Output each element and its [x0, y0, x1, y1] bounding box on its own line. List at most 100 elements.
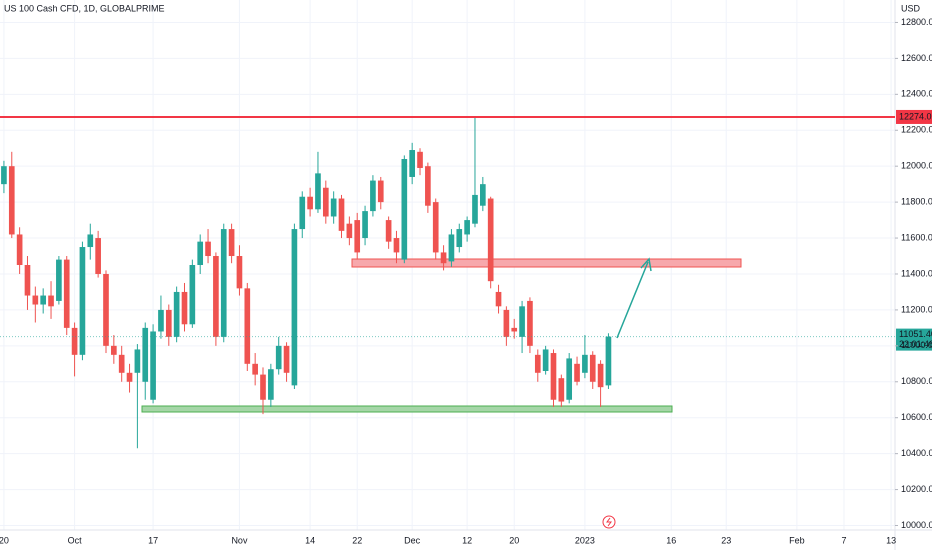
candle-body — [150, 331, 156, 400]
candle-body — [487, 198, 494, 282]
arrow-head — [640, 257, 652, 272]
candle-body — [464, 220, 470, 235]
candle-body — [24, 265, 31, 296]
x-tick-label: 23 — [721, 535, 731, 545]
candle-body — [291, 229, 298, 386]
candle-body — [495, 291, 502, 307]
candle-body — [440, 252, 447, 264]
candle-body — [103, 273, 109, 346]
candle-body — [582, 354, 588, 373]
candle-body — [527, 300, 533, 346]
candle-body — [503, 309, 510, 337]
candle-body — [71, 327, 78, 355]
y-tick-label: 12600.00 — [901, 53, 932, 63]
candle-body — [574, 363, 580, 382]
candle-body — [56, 259, 62, 301]
candle-body — [268, 369, 274, 400]
candle-body — [283, 345, 290, 373]
candles — [1, 117, 612, 449]
candle-body — [550, 353, 557, 400]
candle-body — [456, 229, 463, 248]
candle-body — [1, 166, 7, 185]
candle-body — [589, 354, 596, 382]
last-price-box — [896, 328, 932, 351]
y-tick-label: 11400.00 — [901, 268, 932, 278]
candle-body — [134, 349, 141, 373]
candle-body — [558, 378, 565, 402]
candle-body — [260, 374, 266, 400]
candle-body — [354, 220, 361, 253]
x-tick-label: 12 — [462, 535, 472, 545]
candle-body — [362, 211, 368, 239]
candle-body — [299, 196, 306, 230]
candle-body — [472, 194, 478, 224]
resistance-label-box — [896, 109, 932, 124]
candle-body — [370, 180, 376, 212]
candle-body — [385, 220, 392, 242]
candle-body — [425, 166, 431, 206]
resistance-label: 12274.02 — [899, 111, 932, 121]
candle-body — [8, 166, 15, 235]
candle-body — [213, 256, 219, 337]
candle-body — [228, 229, 235, 257]
x-tick-label: 13 — [886, 535, 896, 545]
y-tick-label: 10600.00 — [901, 412, 932, 422]
candle-body — [542, 349, 549, 371]
candle-body — [165, 309, 172, 337]
y-tick-label: 11600.00 — [901, 232, 932, 242]
candle-body — [346, 223, 353, 239]
candle-body — [111, 345, 117, 355]
event-icon-bolt — [606, 517, 612, 527]
candle-body — [79, 247, 86, 355]
x-tick-label: 20 — [0, 535, 9, 545]
candle-body — [338, 198, 345, 231]
candle-body — [432, 202, 439, 253]
candle-body — [158, 309, 164, 332]
countdown-label: 22:01:46 — [899, 339, 932, 349]
candle-body — [605, 336, 612, 386]
candle-body — [244, 288, 251, 364]
y-tick-label: 12200.00 — [901, 125, 932, 135]
y-tick-label: 10000.00 — [901, 520, 932, 530]
y-tick-label: 10400.00 — [901, 448, 932, 458]
x-tick-label: 7 — [841, 535, 846, 545]
chart-title: US 100 Cash CFD, 1D, GLOBALPRIME — [4, 3, 165, 13]
candle-body — [118, 354, 125, 373]
candle-body — [126, 372, 133, 382]
candle-body — [417, 151, 423, 168]
x-tick-label: 2023 — [575, 535, 595, 545]
y-unit: USD — [901, 3, 921, 13]
candle-body — [377, 180, 384, 203]
candle-body — [173, 291, 180, 337]
candle-body — [236, 256, 243, 289]
x-tick-label: 16 — [666, 535, 676, 545]
overlay: 12274.02 11051.4022:01:46 — [0, 109, 932, 351]
candle-body — [322, 187, 329, 217]
support-zone — [141, 405, 673, 413]
candle-body — [220, 229, 227, 337]
candle-body — [205, 241, 211, 257]
resistance-zone — [351, 258, 742, 268]
x-tick-label: 22 — [352, 535, 362, 545]
candle-body — [197, 241, 204, 265]
candle-body — [275, 345, 282, 370]
candle-body — [511, 327, 518, 332]
last-price-label: 11051.40 — [899, 329, 932, 339]
x-tick-label: 20 — [509, 535, 519, 545]
y-tick-label: 12400.00 — [901, 89, 932, 99]
candle-body — [48, 295, 54, 307]
candle-body — [63, 259, 70, 328]
candle-body — [480, 184, 486, 206]
y-tick-label: 10200.00 — [901, 484, 932, 494]
x-tick-label: Dec — [404, 535, 421, 545]
x-tick-label: Oct — [68, 535, 83, 545]
x-tick-label: 14 — [305, 535, 315, 545]
candle-body — [534, 354, 541, 373]
candle-body — [330, 198, 337, 217]
arrow — [616, 261, 649, 339]
candle-body — [142, 327, 149, 382]
candle-body — [448, 234, 455, 262]
candle-body — [32, 295, 39, 305]
x-tick-label: Nov — [231, 535, 248, 545]
